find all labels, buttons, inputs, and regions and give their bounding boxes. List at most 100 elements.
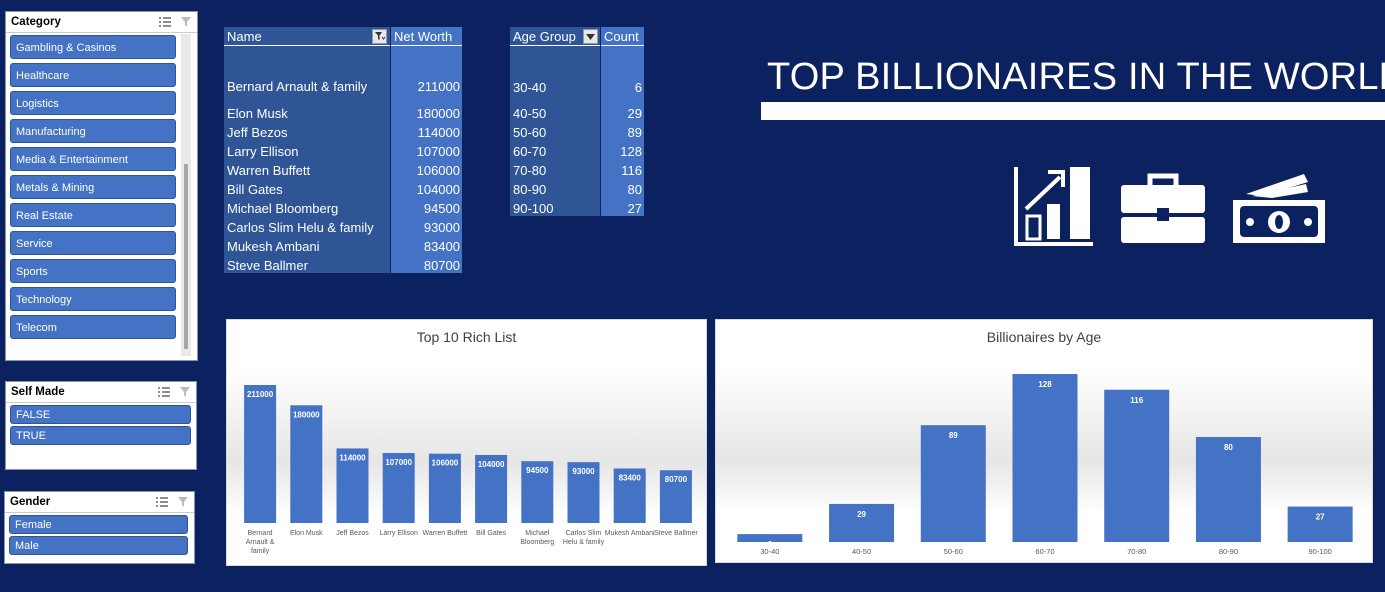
- row-age-group: 50-60: [513, 125, 547, 140]
- top-10-rich-list-chart[interactable]: Top 10 Rich List 211000 Bernard Arnault & f…: [226, 319, 707, 566]
- bar[interactable]: [382, 453, 415, 523]
- row-age-group: 60-70: [513, 144, 547, 159]
- net-worth-column-header: Net Worth: [391, 27, 462, 46]
- data-label: 83400: [619, 473, 642, 482]
- count-header-label: Count: [604, 29, 639, 44]
- bar[interactable]: [659, 470, 692, 523]
- gender-slicer-header: Gender: [5, 492, 194, 513]
- gender-slicer: Gender Female Male: [4, 491, 195, 564]
- category-slicer-item[interactable]: Media & Entertainment: [10, 147, 176, 171]
- billionaires-by-age-chart[interactable]: Billionaires by Age 6 30-40 29 40-50 89 50-60…: [715, 319, 1373, 563]
- row-name: Carlos Slim Helu & family: [227, 220, 374, 235]
- clear-filter-icon[interactable]: [180, 16, 192, 28]
- category-slicer: Category Gambling & Casinos Healthcare Log…: [5, 11, 198, 361]
- gender-slicer-item[interactable]: Male: [9, 536, 188, 555]
- category-label: 60-70: [1035, 547, 1054, 556]
- clear-filter-icon[interactable]: [179, 386, 191, 398]
- age-group-table: Age Group Count 30-40 6 40-50 29 50-60 89 60-7…: [510, 27, 644, 216]
- rich-list-plot: 211000 Bernard Arnault & family 180000 Elon M…: [244, 385, 698, 555]
- category-slicer-item[interactable]: Manufacturing: [10, 119, 176, 143]
- bar[interactable]: [475, 454, 508, 523]
- data-label: 6: [768, 540, 773, 549]
- self-made-slicer-title: Self Made: [11, 386, 65, 398]
- category-slicer-item[interactable]: Real Estate: [10, 203, 176, 227]
- bar[interactable]: [244, 385, 277, 523]
- category-slicer-item[interactable]: Technology: [10, 287, 176, 311]
- category-label: Jeff Bezos: [336, 530, 369, 537]
- data-label: 27: [1316, 513, 1325, 522]
- gender-slicer-items: Female Male: [5, 513, 194, 559]
- row-name: Warren Buffett: [227, 163, 311, 178]
- briefcase-icon: [1120, 172, 1206, 249]
- data-label: 128: [1038, 380, 1052, 389]
- chart-title: Billionaires by Age: [986, 329, 1102, 345]
- row-name: Elon Musk: [227, 106, 288, 121]
- name-column: Name: [224, 27, 390, 273]
- category-label: Mukesh Ambani: [605, 530, 655, 537]
- bar[interactable]: [428, 453, 461, 523]
- bar[interactable]: [567, 462, 600, 523]
- category-label: 50-60: [944, 547, 963, 556]
- bar[interactable]: [1287, 506, 1353, 542]
- category-slicer-item[interactable]: Healthcare: [10, 63, 176, 87]
- bar[interactable]: [829, 503, 895, 542]
- bar[interactable]: [521, 461, 554, 523]
- age-group-header-label: Age Group: [513, 29, 576, 44]
- data-label: 104000: [478, 460, 505, 469]
- bar[interactable]: [920, 425, 986, 542]
- row-name: Michael Bloomberg: [227, 201, 339, 216]
- row-value: 106000: [416, 163, 460, 178]
- category-label: Carlos Slim Helu & family: [563, 530, 605, 546]
- bar[interactable]: [613, 468, 646, 523]
- bar[interactable]: [737, 534, 803, 542]
- title-underline: [761, 102, 1385, 120]
- net-worth-header-label: Net Worth: [394, 29, 453, 44]
- category-slicer-item[interactable]: Logistics: [10, 91, 176, 115]
- clear-filter-icon[interactable]: [177, 496, 189, 508]
- data-label: 211000: [247, 390, 274, 399]
- bar[interactable]: [290, 405, 323, 523]
- data-label: 180000: [293, 410, 320, 419]
- self-made-slicer-item[interactable]: TRUE: [10, 426, 191, 445]
- multi-select-icon[interactable]: [157, 386, 171, 398]
- category-slicer-item[interactable]: Gambling & Casinos: [10, 35, 176, 59]
- category-slicer-item[interactable]: Telecom: [10, 315, 176, 339]
- category-label: Steve Ballmer: [654, 530, 698, 537]
- age-group-filter-button[interactable]: [583, 29, 598, 44]
- row-age-group: 70-80: [513, 163, 547, 178]
- row-name: Bill Gates: [227, 182, 283, 197]
- gender-slicer-item[interactable]: Female: [9, 515, 188, 534]
- money-icon: [1232, 172, 1326, 249]
- age-plot: 630-40 29 40-50 89 50-60 128 60-70 116 70-80 80 80…: [737, 374, 1353, 556]
- multi-select-icon[interactable]: [155, 496, 169, 508]
- data-label: 106000: [432, 459, 459, 468]
- self-made-slicer-item[interactable]: FALSE: [10, 405, 191, 424]
- category-slicer-item[interactable]: Sports: [10, 259, 176, 283]
- bar[interactable]: [1012, 374, 1078, 542]
- data-label: 93000: [572, 467, 595, 476]
- data-label: 107000: [385, 458, 412, 467]
- row-count: 29: [627, 106, 642, 121]
- category-slicer-scroll-thumb[interactable]: [184, 164, 188, 349]
- category-label: Michael Bloomberg: [520, 530, 554, 546]
- bar[interactable]: [336, 448, 369, 523]
- age-group-column-header: Age Group: [510, 27, 600, 46]
- row-age-group: 40-50: [513, 106, 547, 121]
- category-slicer-items: Gambling & Casinos Healthcare Logistics Man…: [6, 33, 197, 345]
- self-made-slicer-header: Self Made: [6, 382, 196, 403]
- category-label: Warren Buffett: [423, 530, 468, 537]
- category-slicer-item[interactable]: Metals & Mining: [10, 175, 176, 199]
- category-slicer-item[interactable]: Service: [10, 231, 176, 255]
- category-slicer-scrollbar[interactable]: [181, 34, 191, 356]
- category-label: Elon Musk: [290, 530, 323, 537]
- age-group-column: Age Group: [510, 27, 600, 216]
- row-count: 128: [620, 144, 642, 159]
- bar[interactable]: [1195, 437, 1261, 542]
- net-worth-table: Name Net Worth Bernard Arnault & family 2…: [224, 27, 462, 273]
- data-label: 80: [1224, 443, 1233, 452]
- bar[interactable]: [1104, 389, 1170, 542]
- multi-select-icon[interactable]: [158, 16, 172, 28]
- self-made-slicer: Self Made FALSE TRUE: [5, 381, 197, 470]
- category-label: 40-50: [852, 547, 871, 556]
- name-filter-button[interactable]: [372, 29, 387, 44]
